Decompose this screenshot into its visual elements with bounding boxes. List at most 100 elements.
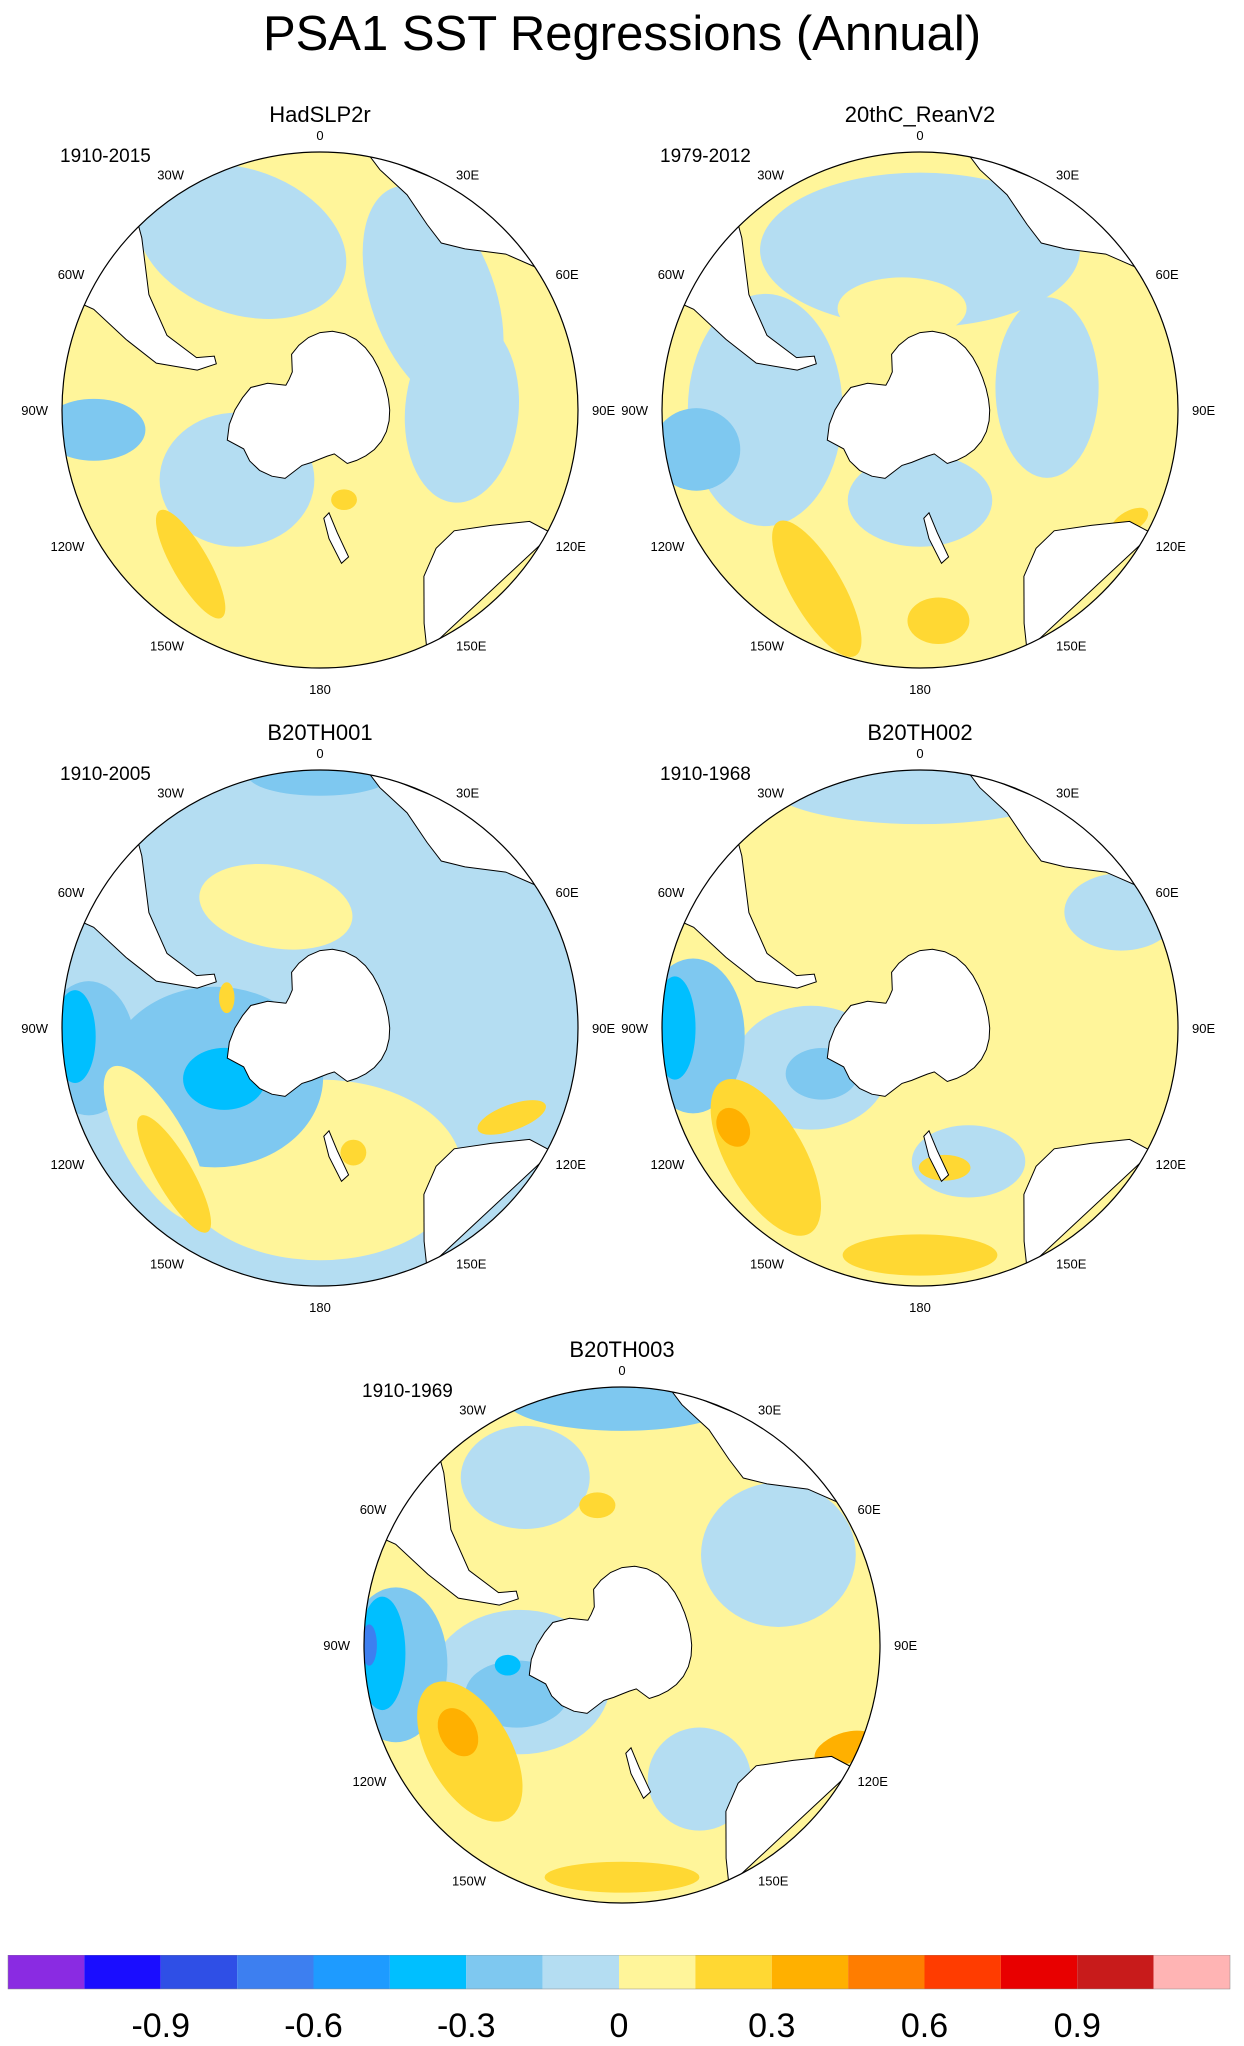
regression-contour (647, 1727, 752, 1831)
map-boundary (363, 1386, 881, 1904)
longitude-label: 30W (459, 1402, 486, 1417)
period-label: 1979-2012 (660, 146, 751, 167)
land-nz (323, 511, 350, 565)
longitude-label: 150W (150, 639, 185, 654)
regression-contour (494, 1654, 521, 1676)
longitude-label: 90E (592, 1021, 615, 1036)
longitude-label: 60E (858, 1502, 881, 1517)
map-panel-b20th002: B20TH002 1910-1968 0 30E 60E 90E 120E 150E 180 15… (621, 720, 1215, 1315)
colorbar-tick-label: 0.6 (901, 2007, 948, 2045)
longitude-label: 60E (1156, 267, 1179, 282)
land-antarctica (826, 948, 991, 1097)
colorbar-tick-label: 0 (610, 2007, 629, 2045)
panel-title: 20thC_ReanV2 (845, 102, 995, 127)
regression-contour (437, 1708, 479, 1757)
longitude-label: 180 (611, 1917, 633, 1920)
land-nz (323, 1129, 350, 1183)
longitude-label: 180 (909, 1300, 931, 1315)
longitude-label: 120W (352, 1774, 387, 1789)
longitude-label: 150E (758, 1874, 789, 1889)
panel-title: B20TH003 (569, 1337, 674, 1362)
regression-contour (772, 520, 862, 658)
regression-contour (137, 1115, 212, 1233)
map-panels: HadSLP2r 1910-2015 0 30E 60E 90E 120E 150E 180 15… (21, 102, 1215, 1920)
period-label: 1910-1968 (660, 764, 751, 785)
sst-field (62, 770, 578, 1286)
regression-contour (760, 172, 1080, 328)
regression-contour (662, 976, 696, 1080)
longitude-label: 30W (157, 167, 184, 182)
colorbar-tick-label: 0.3 (748, 2007, 795, 2045)
regression-contour (995, 297, 1099, 478)
land-antarctica (226, 948, 391, 1097)
colorbar-frame (7, 1955, 1231, 1990)
longitude-label: 120W (650, 539, 685, 554)
colorbar-swatch (237, 1955, 314, 1989)
longitude-label: 150W (150, 1257, 185, 1272)
land-nz (923, 1129, 950, 1183)
longitude-label: 90W (21, 1021, 48, 1036)
sst-field (364, 1387, 880, 1903)
colorbar-swatch (695, 1955, 772, 1989)
longitude-label: 120W (50, 539, 85, 554)
longitude-label: 30W (157, 785, 184, 800)
map-panel-b20th003: B20TH003 1910-1969 0 30E 60E 90E 120E 150E 180 15… (323, 1337, 917, 1920)
land-nz (923, 511, 950, 565)
longitude-label: 0 (916, 746, 923, 761)
land-antarctica (226, 330, 391, 479)
longitude-label: 30W (757, 167, 784, 182)
longitude-label: 60E (1156, 885, 1179, 900)
land-antarctica (826, 330, 991, 479)
regression-contour (687, 293, 843, 527)
longitude-label: 150W (750, 1257, 785, 1272)
map-boundary (61, 151, 579, 669)
colorbar-tick-label: -0.3 (437, 2007, 496, 2045)
colorbar-swatch (8, 1955, 85, 1989)
longitude-label: 120E (1156, 539, 1187, 554)
land-australia (423, 1138, 554, 1270)
regression-contour (505, 1387, 739, 1431)
land-samerica (78, 219, 217, 371)
regression-contour (219, 982, 235, 1014)
colorbar-swatch (619, 1955, 696, 1989)
longitude-label: 60W (658, 885, 685, 900)
longitude-label: 30W (757, 785, 784, 800)
colorbar-swatch (1000, 1955, 1078, 1989)
land-australia (1023, 1138, 1154, 1270)
sst-field (662, 770, 1178, 1286)
longitude-label: 30E (1056, 167, 1079, 182)
longitude-label: 120E (556, 539, 587, 554)
colorbar-swatch (542, 1955, 619, 1989)
regression-contour (340, 1139, 367, 1166)
longitude-label: 60W (360, 1502, 387, 1517)
regression-contour (701, 1482, 856, 1627)
colorbar-swatch (84, 1955, 161, 1989)
colorbar-swatch (924, 1955, 1001, 1989)
sst-field (662, 152, 1178, 668)
land-australia (725, 1755, 856, 1887)
colorbar-swatch (848, 1955, 925, 1989)
longitude-label: 0 (316, 128, 323, 143)
regression-contour (579, 1492, 616, 1519)
colorbar: -0.9 -0.6 -0.3 0 0.3 0.6 0.9 (7, 1955, 1231, 2045)
regression-contour (716, 1107, 751, 1147)
land-samerica (380, 1454, 519, 1606)
longitude-label: 150E (456, 1257, 487, 1272)
map-boundary (61, 769, 579, 1287)
regression-contour (544, 1861, 700, 1893)
longitude-label: 90W (621, 1021, 648, 1036)
land-samerica (78, 837, 217, 989)
colorbar-swatch (1153, 1955, 1230, 1989)
longitude-label: 120E (556, 1157, 587, 1172)
panel-title: B20TH001 (267, 720, 372, 745)
regression-contour (136, 164, 347, 319)
longitude-label: 60E (556, 885, 579, 900)
regression-contour (404, 317, 520, 503)
longitude-label: 150E (1056, 1257, 1087, 1272)
regression-contour (247, 770, 393, 796)
land-samerica (678, 219, 817, 371)
regression-contour (662, 408, 741, 491)
land-samerica (678, 837, 817, 989)
regression-contour (62, 990, 96, 1083)
longitude-label: 120W (50, 1157, 85, 1172)
